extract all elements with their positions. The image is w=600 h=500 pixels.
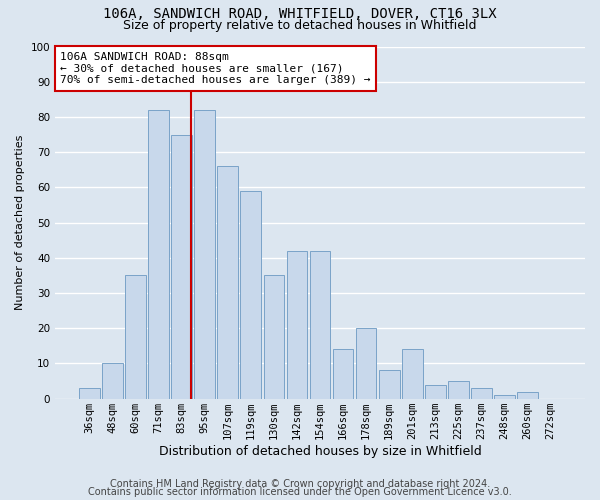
Text: Size of property relative to detached houses in Whitfield: Size of property relative to detached ho… — [123, 18, 477, 32]
Bar — [425, 384, 446, 398]
Text: 106A SANDWICH ROAD: 88sqm
← 30% of detached houses are smaller (167)
70% of semi: 106A SANDWICH ROAD: 88sqm ← 30% of detac… — [61, 52, 371, 85]
Bar — [402, 350, 422, 399]
Bar — [310, 251, 331, 398]
Bar — [448, 381, 469, 398]
Bar — [356, 328, 376, 398]
Bar — [241, 191, 261, 398]
Text: 106A, SANDWICH ROAD, WHITFIELD, DOVER, CT16 3LX: 106A, SANDWICH ROAD, WHITFIELD, DOVER, C… — [103, 8, 497, 22]
Bar — [148, 110, 169, 399]
X-axis label: Distribution of detached houses by size in Whitfield: Distribution of detached houses by size … — [158, 444, 481, 458]
Bar — [263, 276, 284, 398]
Bar — [194, 110, 215, 399]
Bar — [517, 392, 538, 398]
Text: Contains public sector information licensed under the Open Government Licence v3: Contains public sector information licen… — [88, 487, 512, 497]
Bar — [494, 395, 515, 398]
Bar — [332, 350, 353, 399]
Bar — [125, 276, 146, 398]
Bar — [102, 364, 123, 398]
Bar — [172, 134, 192, 398]
Bar — [379, 370, 400, 398]
Y-axis label: Number of detached properties: Number of detached properties — [15, 135, 25, 310]
Bar — [287, 251, 307, 398]
Bar — [79, 388, 100, 398]
Text: Contains HM Land Registry data © Crown copyright and database right 2024.: Contains HM Land Registry data © Crown c… — [110, 479, 490, 489]
Bar — [471, 388, 492, 398]
Bar — [217, 166, 238, 398]
